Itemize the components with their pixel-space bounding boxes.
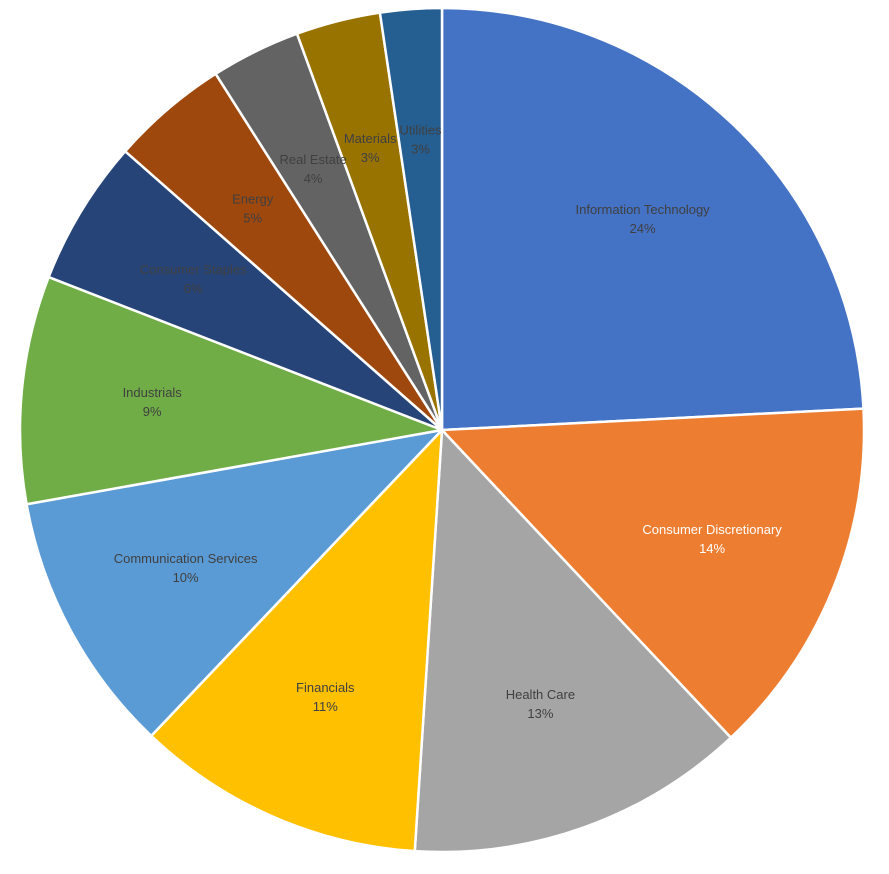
percent-label: 11% — [313, 699, 338, 714]
slice-communication-services — [25, 428, 444, 738]
percent-label: 10% — [173, 570, 199, 585]
percent-label: 5% — [243, 211, 262, 226]
slice-health-care — [413, 428, 733, 854]
category-label: Health Care — [506, 687, 575, 702]
percent-label: 6% — [184, 281, 203, 296]
category-label: Communication Services — [114, 551, 258, 566]
data-label-health-care: Health Care 13% — [506, 687, 575, 721]
category-label: Consumer Staples — [140, 262, 247, 277]
data-label-financials: Financials 11% — [296, 680, 355, 714]
data-label-materials: Materials 3% — [344, 131, 397, 165]
category-label: Industrials — [123, 385, 183, 400]
slice-consumer-discretionary — [440, 407, 866, 739]
data-label-communication-services: Communication Services 10% — [114, 551, 258, 585]
percent-label: 3% — [361, 150, 380, 165]
category-label: Real Estate — [279, 152, 346, 167]
slice-consumer-staples — [47, 150, 444, 432]
data-label-industrials: Industrials 9% — [123, 385, 183, 419]
percent-label: 14% — [699, 541, 725, 556]
category-label: Energy — [232, 192, 274, 207]
percent-label: 4% — [304, 171, 323, 186]
slice-industrials — [18, 275, 444, 506]
data-label-energy: Energy 5% — [232, 192, 274, 226]
category-label: Consumer Discretionary — [642, 522, 782, 537]
data-label-consumer-staples: Consumer Staples 6% — [140, 262, 247, 296]
percent-label: 24% — [630, 221, 656, 236]
category-label: Financials — [296, 680, 355, 695]
percent-label: 9% — [143, 404, 162, 419]
slice-financials — [150, 428, 444, 853]
data-label-information-technology: Information Technology 24% — [576, 202, 711, 236]
data-label-consumer-discretionary: Consumer Discretionary 14% — [642, 522, 782, 556]
category-label: Materials — [344, 131, 397, 146]
percent-label: 3% — [411, 142, 430, 157]
percent-label: 13% — [527, 706, 553, 721]
slices-layer — [18, 6, 866, 854]
labels-layer: Information Technology 24% Consumer Discre… — [114, 123, 783, 721]
slice-information-technology — [440, 6, 865, 432]
category-label: Information Technology — [576, 202, 711, 217]
data-label-real-estate: Real Estate 4% — [279, 152, 346, 186]
data-label-utilities: Utilities 3% — [400, 123, 442, 157]
category-label: Utilities — [400, 123, 442, 138]
slice-utilities — [378, 6, 444, 432]
